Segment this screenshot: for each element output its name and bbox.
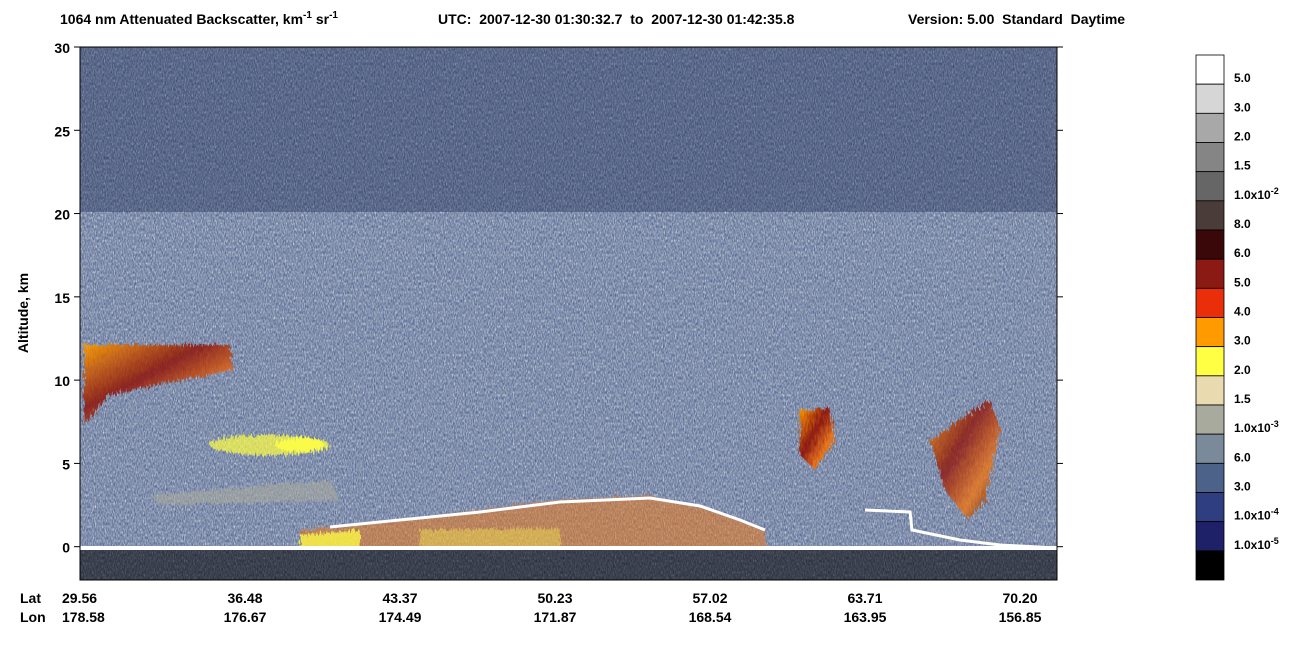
- colorbar-swatch: [1195, 404, 1225, 435]
- colorbar-label: 1.0x10-2: [1234, 186, 1279, 202]
- chart-version: Version: 5.00 Standard Daytime: [908, 11, 1125, 27]
- x-tick-label: 57.02: [692, 590, 727, 606]
- colorbar-swatch: [1195, 258, 1225, 289]
- colorbar-label: 6.0: [1234, 246, 1251, 260]
- colorbar-swatch: [1195, 112, 1225, 143]
- x-tick-label: 163.95: [844, 609, 887, 625]
- colorbar: 5.03.02.01.51.0x10-28.06.05.04.03.02.01.…: [1195, 54, 1279, 581]
- colorbar-label: 3.0: [1234, 100, 1251, 114]
- x-tick-label: 168.54: [689, 609, 732, 625]
- x-row-label: Lat: [20, 590, 41, 606]
- colorbar-label-mantissa: 1.0x10: [1234, 538, 1271, 552]
- chart-title: 1064 nm Attenuated Backscatter, km-1 sr-…: [60, 10, 338, 27]
- x-tick-label: 156.85: [999, 609, 1042, 625]
- title-text: 1064 nm Attenuated Backscatter, km: [60, 11, 303, 27]
- colorbar-swatch: [1195, 375, 1225, 406]
- colorbar-label: 5.0: [1234, 275, 1251, 289]
- upper-layer: [80, 47, 1057, 212]
- y-tick-label: 20: [54, 207, 70, 223]
- colorbar-swatch: [1195, 492, 1225, 523]
- y-tick-label: 30: [54, 40, 70, 56]
- y-tick-label: 10: [54, 373, 70, 389]
- boundary-layer-top: [864, 508, 1057, 550]
- colorbar-label-mantissa: 1.0x10: [1234, 421, 1271, 435]
- x-tick-label: 43.37: [382, 590, 417, 606]
- colorbar-swatch: [1195, 54, 1225, 85]
- colorbar-swatch: [1195, 550, 1225, 581]
- cloud-features: [84, 345, 1000, 548]
- colorbar-swatch: [1195, 200, 1225, 231]
- colorbar-label: 1.0x10-4: [1234, 507, 1279, 523]
- x-tick-label: 36.48: [227, 590, 262, 606]
- colorbar-swatch: [1195, 317, 1225, 348]
- colorbar-swatch: [1195, 142, 1225, 173]
- colorbar-label-exponent: -5: [1271, 536, 1279, 546]
- colorbar-label-exponent: -4: [1271, 507, 1279, 517]
- boundary-layer-top: [329, 496, 766, 532]
- y-axis-label: Altitude, km: [15, 273, 31, 353]
- colorbar-label-exponent: -3: [1271, 419, 1279, 429]
- plot-frame: [79, 46, 1058, 581]
- colorbar-label: 4.0: [1234, 305, 1251, 319]
- y-tick-label: 5: [62, 456, 70, 472]
- x-tick-label: 29.56: [62, 590, 97, 606]
- colorbar-label: 1.0x10-5: [1234, 536, 1279, 552]
- y-tick-label: 15: [54, 290, 70, 306]
- x-tick-label: 174.49: [379, 609, 422, 625]
- colorbar-swatch: [1195, 229, 1225, 260]
- colorbar-label: 1.5: [1234, 392, 1251, 406]
- x-tick-label: 50.23: [537, 590, 572, 606]
- colorbar-label: 2.0: [1234, 130, 1251, 144]
- colorbar-label-mantissa: 1.0x10: [1234, 509, 1271, 523]
- colorbar-swatch: [1195, 521, 1225, 552]
- colorbar-label: 2.0: [1234, 363, 1251, 377]
- subsurface: [80, 550, 1057, 580]
- x-tick-label: 70.20: [1002, 590, 1037, 606]
- backscatter-field: [80, 47, 1057, 580]
- title-text: sr: [312, 11, 330, 27]
- y-tick-label: 0: [62, 540, 70, 556]
- y-tick-label: 25: [54, 123, 70, 139]
- x-tick-label: 178.58: [62, 609, 105, 625]
- colorbar-swatch: [1195, 462, 1225, 493]
- colorbar-swatch: [1195, 83, 1225, 114]
- surface: [80, 546, 1057, 550]
- colorbar-label: 5.0: [1234, 71, 1251, 85]
- chart-utc: UTC: 2007-12-30 01:30:32.7 to 2007-12-30…: [438, 11, 795, 27]
- colorbar-label: 1.0x10-3: [1234, 419, 1279, 435]
- colorbar-swatch: [1195, 346, 1225, 377]
- title-exponent: -1: [329, 10, 338, 21]
- colorbar-swatch: [1195, 171, 1225, 202]
- colorbar-swatch: [1195, 287, 1225, 318]
- x-tick-label: 171.87: [534, 609, 577, 625]
- title-exponent: -1: [303, 10, 312, 21]
- x-row-label: Lon: [20, 609, 46, 625]
- x-tick-label: 176.67: [224, 609, 267, 625]
- colorbar-label-mantissa: 1.0x10: [1234, 188, 1271, 202]
- x-tick-label: 63.71: [847, 590, 882, 606]
- colorbar-label: 3.0: [1234, 480, 1251, 494]
- colorbar-label: 3.0: [1234, 334, 1251, 348]
- colorbar-label: 6.0: [1234, 450, 1251, 464]
- colorbar-swatch: [1195, 433, 1225, 464]
- colorbar-label: 1.5: [1234, 159, 1251, 173]
- colorbar-label: 8.0: [1234, 217, 1251, 231]
- colorbar-label-exponent: -2: [1271, 186, 1279, 196]
